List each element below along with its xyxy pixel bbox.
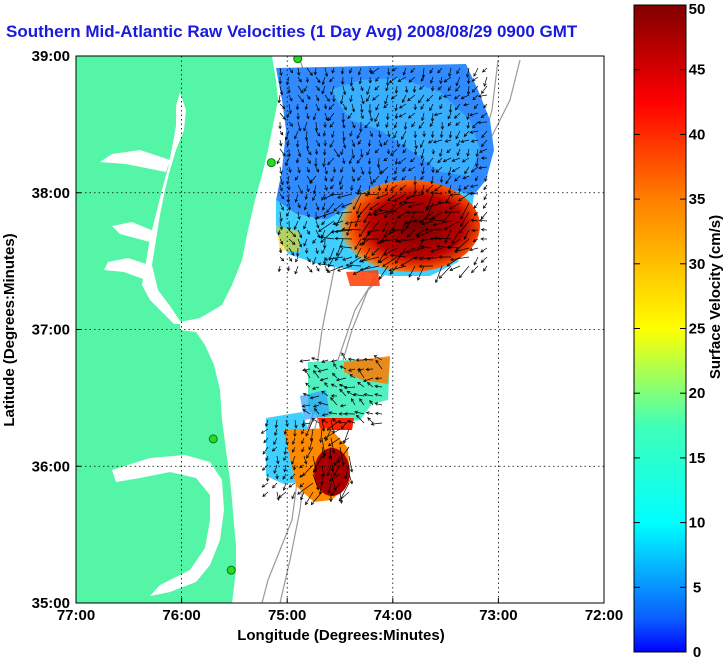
x-tick-label: 76:00 — [162, 607, 200, 624]
bay-inlet-west — [104, 258, 152, 280]
x-tick-label: 72:00 — [585, 607, 623, 624]
colorbar-label: Surface Velocity (cm/s) — [707, 215, 724, 379]
y-tick-label: 38:00 — [32, 185, 70, 202]
colorbar-tick-label: 20 — [689, 385, 706, 402]
sound-water — [112, 455, 224, 596]
y-tick-label: 37:00 — [32, 322, 70, 339]
x-axis-label: Longitude (Degrees:Minutes) — [237, 627, 445, 644]
colorbar-tick-label: 0 — [693, 644, 701, 659]
bay-inlet-west-2 — [112, 222, 156, 242]
colorbar-tick-label: 5 — [693, 579, 701, 596]
y-tick-label: 35:00 — [32, 595, 70, 612]
colorbar-tick-label: 35 — [689, 191, 706, 208]
station-marker — [208, 434, 218, 444]
x-axis-ticks: 77:00 76:00 75:00 74:00 73:00 72:00 — [57, 598, 623, 624]
colorbar-tick-label: 10 — [689, 515, 706, 532]
colorbar-tick-label: 45 — [689, 62, 706, 79]
colorbar-tick-label: 15 — [689, 450, 706, 467]
map-grid — [76, 56, 604, 603]
velocity-field-north — [276, 64, 494, 286]
colorbar — [633, 4, 687, 653]
station-marker — [266, 158, 276, 168]
colorbar-tick-label: 50 — [689, 1, 706, 18]
y-tick-label: 39:00 — [32, 48, 70, 65]
velocity-field-south — [266, 356, 390, 502]
hf-radar-stations — [208, 56, 303, 575]
station-marker — [293, 56, 303, 64]
station-marker — [226, 565, 236, 575]
velocity-arrows — [260, 67, 488, 506]
map-title: Southern Mid-Atlantic Raw Velocities (1 … — [6, 22, 578, 41]
colorbar-tick-label: 25 — [689, 321, 706, 338]
colorbar-tick-label: 40 — [689, 126, 706, 143]
y-axis-ticks: 39:00 38:00 37:00 36:00 35:00 — [32, 48, 81, 612]
y-axis-label: Latitude (Degrees:Minutes) — [1, 233, 18, 426]
y-tick-label: 36:00 — [32, 458, 70, 475]
x-tick-label: 75:00 — [268, 607, 306, 624]
bay-inlet-west-3 — [100, 150, 170, 172]
bay-water — [142, 92, 186, 324]
x-tick-label: 73:00 — [479, 607, 517, 624]
x-tick-label: 74:00 — [374, 607, 412, 624]
colorbar-ticks: 0 5 10 15 20 25 30 35 40 45 50 — [634, 1, 705, 659]
x-tick-label: 77:00 — [57, 607, 95, 624]
colorbar-tick-label: 30 — [689, 256, 706, 273]
